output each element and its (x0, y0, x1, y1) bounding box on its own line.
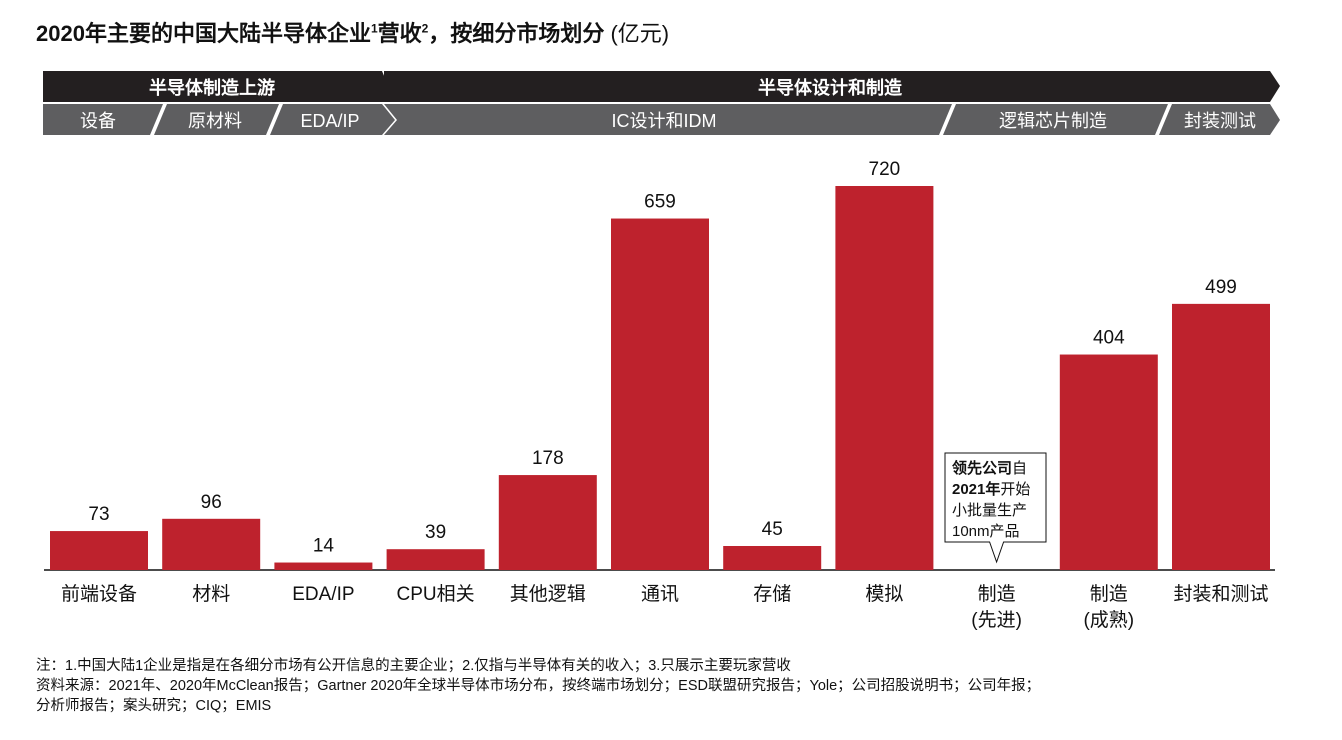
title-main: 2020年主要的中国大陆半导体企业 (36, 21, 371, 46)
category-label-3: CPU相关 (397, 583, 475, 605)
category-label-6: 存储 (753, 583, 791, 605)
bar-chart: 半导体制造上游 半导体设计和制造 设备 原材料 EDA/IP IC设计和IDM … (43, 71, 1280, 631)
value-label-4: 178 (532, 448, 564, 469)
bar-9 (1059, 354, 1158, 570)
value-label-3: 39 (425, 522, 446, 543)
bar-2 (274, 562, 373, 570)
category-label-5: 通讯 (641, 583, 679, 605)
subsegment-eda-band (270, 104, 395, 135)
footnotes: 注：1.中国大陆1企业是指是在各细分市场有公开信息的主要企业；2.仅指与半导体有… (36, 656, 1040, 716)
subsegment-equipment-band (43, 104, 163, 135)
bar-1 (162, 518, 261, 570)
bar-10 (1172, 303, 1270, 570)
category-label-4: 其他逻辑 (510, 583, 586, 605)
value-label-6: 45 (762, 519, 783, 540)
value-label-7: 720 (869, 159, 901, 180)
subsegment-label-packaging: 封装测试 (1184, 111, 1256, 131)
subsegment-label-ic-design: IC设计和IDM (612, 111, 717, 131)
title-footnote-2: 2 (421, 21, 429, 36)
subsegment-label-logic-mfg: 逻辑芯片制造 (999, 111, 1107, 131)
chart-title: 2020年主要的中国大陆半导体企业1营收2，按细分市场划分 (亿元) (36, 16, 669, 48)
title-unit: (亿元) (604, 21, 670, 46)
category-label-8: 制造(先进) (971, 583, 1022, 631)
bar-4 (498, 475, 597, 570)
bar-0 (50, 531, 148, 570)
subsegment-logic-mfg-band (943, 104, 1168, 135)
footnote-line-2: 资料来源：2021年、2020年McClean报告；Gartner 2020年全… (36, 678, 1041, 694)
header-upstream-band (43, 71, 395, 102)
bar-3 (386, 549, 485, 570)
category-label-0: 前端设备 (61, 583, 137, 605)
value-label-10: 499 (1205, 277, 1237, 298)
footnote-line-3: 分析师报告；案头研究；CIQ；EMIS (36, 698, 272, 714)
title-footnote-1: 1 (370, 21, 378, 36)
header-group-design: 半导体设计和制造 (758, 77, 902, 98)
callout-line-3: 10nm产品 (952, 523, 1020, 540)
value-label-9: 404 (1093, 328, 1125, 349)
callout-line-1: 2021年开始 (952, 480, 1030, 498)
title-tail: ，按细分市场划分 (428, 21, 605, 46)
bar-6 (723, 546, 822, 570)
category-label-2: EDA/IP (292, 584, 354, 605)
title-mid: 营收 (377, 21, 422, 46)
subsegment-packaging-band (1159, 104, 1280, 135)
category-label-10: 封装和测试 (1173, 583, 1268, 605)
value-label-1: 96 (201, 492, 222, 513)
callout-line-0: 领先公司自 (951, 459, 1027, 477)
value-label-2: 14 (313, 536, 335, 557)
header-design-band (384, 71, 1280, 102)
bar-5 (611, 218, 709, 571)
subsegment-label-equipment: 设备 (80, 111, 116, 131)
category-label-7: 模拟 (865, 583, 903, 605)
category-label-1: 材料 (192, 583, 230, 605)
category-label-9: 制造(成熟) (1083, 583, 1134, 631)
callout-box (944, 452, 1047, 564)
header-group-upstream: 半导体制造上游 (149, 77, 275, 98)
subsegment-materials-band (154, 104, 279, 135)
value-label-0: 73 (88, 504, 109, 525)
subsegment-ic-design-band (384, 104, 952, 135)
bar-7 (835, 186, 934, 570)
value-label-5: 659 (644, 192, 676, 213)
footnote-line-1: 注：1.中国大陆1企业是指是在各细分市场有公开信息的主要企业；2.仅指与半导体有… (36, 658, 791, 674)
subsegment-label-eda: EDA/IP (300, 111, 359, 131)
subsegment-label-materials: 原材料 (188, 111, 242, 131)
callout-line-2: 小批量生产 (952, 502, 1027, 519)
